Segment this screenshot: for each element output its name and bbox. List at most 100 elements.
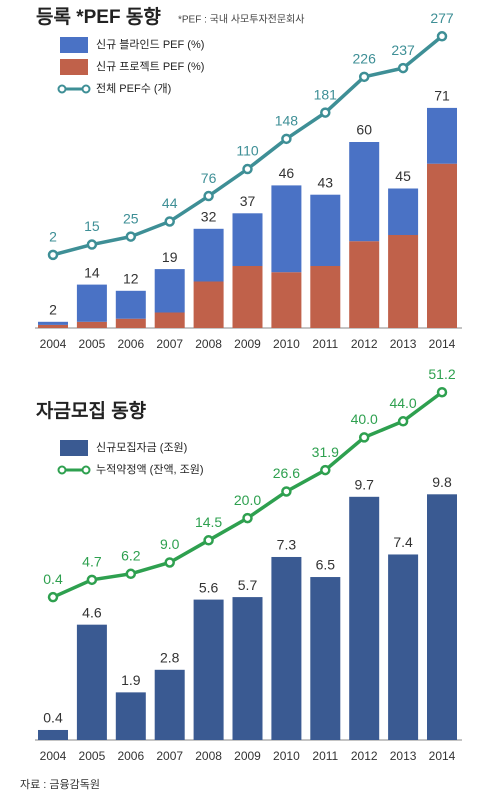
bar	[193, 599, 224, 740]
x-tick-label: 2007	[156, 337, 183, 351]
line-marker	[203, 190, 214, 202]
bar	[388, 188, 419, 235]
x-tick-label: 2009	[234, 749, 261, 763]
line-label: 44	[162, 195, 178, 211]
bar	[38, 729, 68, 740]
line-marker	[164, 557, 175, 568]
source: 자료 : 금융감독원	[20, 778, 100, 791]
bar-label: 5.6	[199, 579, 219, 595]
x-tick-label: 2012	[351, 337, 378, 351]
bar-label: 4.6	[82, 604, 102, 620]
line-label: 31.9	[312, 444, 339, 460]
x-tick-label: 2008	[195, 337, 222, 351]
line-marker	[397, 416, 409, 427]
line-label: 44.0	[389, 395, 416, 411]
line-label: 237	[391, 42, 415, 58]
line-label: 76	[201, 170, 217, 186]
x-tick-label: 2007	[156, 749, 183, 763]
x-tick-label: 2004	[40, 337, 67, 351]
line-label: 20.0	[234, 492, 261, 508]
line-label: 226	[353, 51, 377, 67]
legend-marker	[57, 84, 67, 94]
x-tick-label: 2010	[273, 749, 300, 763]
legend-label: 신규 블라인드 PEF (%)	[96, 38, 204, 51]
line-marker	[242, 163, 253, 175]
x-tick-label: 2008	[195, 749, 222, 763]
bar	[388, 554, 419, 740]
line-marker	[125, 568, 137, 580]
line-label: 40.0	[351, 411, 378, 427]
bar-total-label: 14	[84, 264, 100, 280]
bar-label: 5.7	[238, 577, 258, 593]
line-marker	[436, 31, 448, 42]
bar	[115, 692, 146, 740]
bar-total-label: 37	[240, 193, 256, 209]
legend-label: 신규 프로젝트 PEF (%)	[96, 60, 204, 73]
bar-total-label: 32	[201, 209, 217, 225]
line-marker	[281, 133, 292, 145]
line-label: 277	[430, 10, 454, 26]
x-tick-label: 2010	[273, 337, 300, 351]
line-marker	[242, 512, 253, 524]
x-tick-label: 2011	[312, 749, 338, 763]
legend-label: 누적약정액 (잔액, 조원)	[96, 462, 204, 476]
bar-label: 0.4	[43, 710, 63, 726]
legend-swatch	[60, 59, 88, 75]
bar	[115, 318, 146, 328]
bar	[271, 185, 302, 273]
bar	[193, 228, 224, 282]
line-marker	[436, 386, 448, 398]
line-marker	[86, 574, 98, 586]
bar-label: 6.5	[316, 557, 336, 573]
bar	[388, 235, 419, 328]
note: *PEF : 국내 사모투자전문회사	[178, 14, 304, 26]
bar-label: 9.7	[354, 477, 374, 493]
bar	[349, 142, 380, 242]
line-marker	[86, 239, 98, 250]
bar-total-label: 71	[434, 88, 450, 104]
legend-swatch	[60, 37, 88, 53]
bar	[38, 324, 68, 328]
bar	[38, 321, 68, 325]
bar	[427, 107, 457, 164]
line-label: 0.4	[43, 571, 63, 587]
bar	[427, 163, 457, 328]
chart-title: 자금모집 동향	[36, 400, 147, 422]
bar	[232, 597, 263, 740]
bar	[193, 281, 224, 328]
bar	[310, 577, 341, 740]
bar-label: 9.8	[432, 474, 452, 490]
bar-total-label: 12	[123, 271, 139, 287]
line-marker	[47, 591, 59, 603]
bar-label: 2.8	[160, 650, 180, 666]
bar	[271, 556, 302, 740]
bar	[115, 290, 146, 319]
line-label: 26.6	[273, 465, 300, 481]
x-tick-label: 2012	[351, 749, 378, 763]
x-tick-label: 2009	[234, 337, 261, 351]
line-marker	[320, 464, 331, 476]
bar-label: 7.3	[277, 537, 297, 553]
line-label: 6.2	[121, 547, 141, 563]
x-tick-label: 2013	[390, 749, 417, 763]
x-tick-label: 2006	[117, 337, 144, 351]
line-marker	[203, 535, 214, 546]
bar	[76, 624, 107, 740]
bar	[310, 266, 341, 328]
bar-total-label: 45	[395, 168, 411, 184]
x-tick-label: 2005	[79, 749, 106, 763]
line-marker	[397, 62, 409, 74]
line-label: 4.7	[82, 554, 102, 570]
line-marker	[47, 249, 59, 261]
line-label: 14.5	[195, 514, 222, 530]
line-marker	[164, 216, 175, 227]
x-tick-label: 2011	[312, 337, 338, 351]
legend-label: 신규모집자금 (조원)	[96, 441, 187, 454]
line-label: 181	[314, 86, 338, 102]
x-tick-label: 2005	[79, 337, 106, 351]
bar-total-label: 19	[162, 249, 178, 265]
line-label: 148	[275, 113, 299, 129]
legend-marker	[81, 84, 91, 94]
bar-label: 7.4	[393, 534, 413, 550]
